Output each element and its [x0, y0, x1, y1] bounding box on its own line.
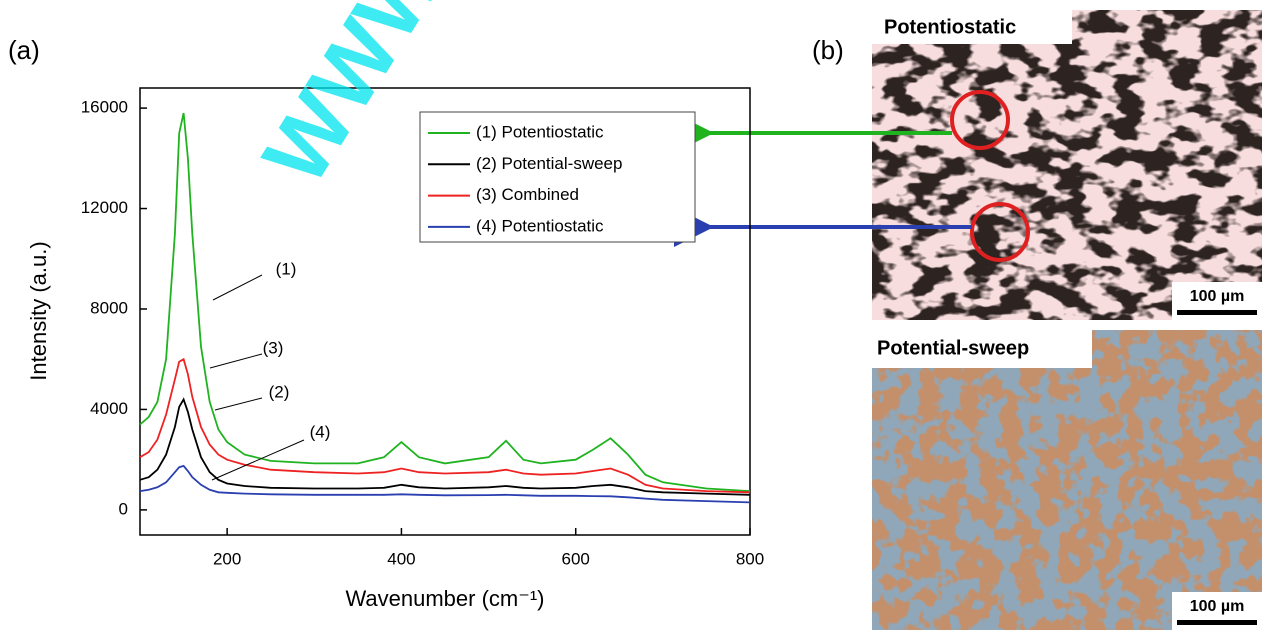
legend-label: (1) Potentiostatic: [476, 122, 604, 141]
scale-bar: [1177, 620, 1257, 625]
y-tick-label: 12000: [81, 198, 128, 217]
scale-bar-label: 100 µm: [1190, 598, 1245, 615]
image-label: Potential-sweep: [877, 337, 1029, 359]
annotation-leader: [213, 275, 262, 300]
legend-label: (4) Potentiostatic: [476, 216, 604, 235]
y-tick-label: 8000: [90, 298, 128, 317]
x-tick-label: 800: [736, 549, 764, 568]
annotation: (4): [310, 422, 331, 441]
y-axis-label: Intensity (a.u.): [26, 241, 51, 380]
annotation-leader: [215, 398, 262, 410]
micrograph-texture: [872, 330, 1262, 630]
annotation: (3): [263, 338, 284, 357]
panel-label: (b): [812, 35, 844, 65]
y-tick-label: 4000: [90, 399, 128, 418]
scale-bar-label: 100 µm: [1190, 288, 1245, 305]
panel-label: (a): [8, 35, 40, 65]
annotation: (1): [276, 259, 297, 278]
annotation-leader: [210, 354, 262, 368]
scale-bar: [1177, 310, 1257, 315]
y-tick-label: 16000: [81, 98, 128, 117]
image-label: Potentiostatic: [884, 16, 1016, 38]
x-axis-label: Wavenumber (cm⁻¹): [345, 586, 544, 611]
y-tick-label: 0: [119, 499, 128, 518]
x-tick-label: 600: [562, 549, 590, 568]
figure: Potentiostatic Potential-sweep 100 µm 10…: [0, 0, 1269, 635]
annotation-leader: [212, 440, 304, 480]
x-tick-label: 400: [387, 549, 415, 568]
micrograph-texture: [872, 10, 1262, 320]
series-line: [140, 359, 750, 492]
annotation: (2): [269, 382, 290, 401]
x-tick-label: 200: [213, 549, 241, 568]
legend-label: (3) Combined: [476, 185, 579, 204]
legend-label: (2) Potential-sweep: [476, 154, 622, 173]
